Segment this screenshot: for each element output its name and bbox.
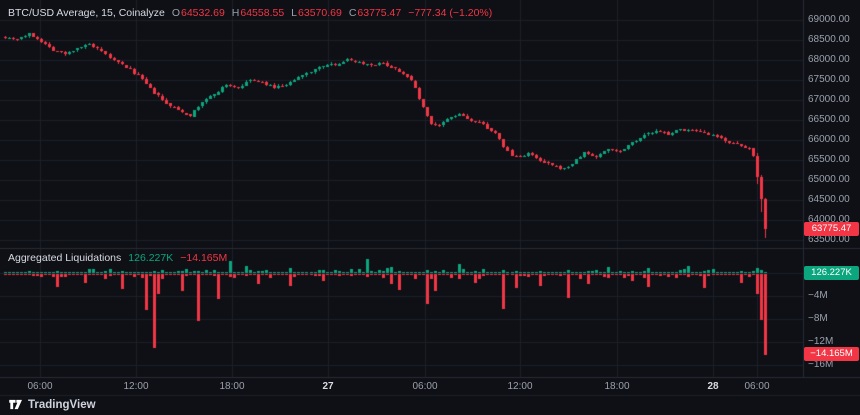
indicator-neg-value: −14.165M (180, 252, 228, 264)
symbol-title[interactable]: BTC/USD Average, 15, Coinalyze (8, 7, 165, 19)
ohlc-close: C 63775.47 (348, 7, 402, 19)
tradingview-watermark[interactable]: TradingView (8, 397, 96, 412)
change-value: −777.34 (−1.20%) (408, 7, 493, 19)
indicator-pos-value: 126.227K (128, 252, 174, 264)
last-price-label: 63775.47 (804, 222, 859, 236)
tradingview-brand-text: TradingView (28, 398, 96, 411)
ohlc-open: O 64532.69 (171, 7, 225, 19)
ohlc-high: H 64558.55 (231, 7, 285, 19)
symbol-legend[interactable]: BTC/USD Average, 15, Coinalyze O 64532.69… (8, 7, 492, 19)
indicator-title[interactable]: Aggregated Liquidations (8, 252, 122, 264)
liquidations-negative-label: −14.165M (804, 347, 859, 361)
liquidations-positive-label: 126.227K (804, 266, 859, 280)
tradingview-logo-icon (9, 399, 22, 410)
indicator-legend[interactable]: Aggregated Liquidations 126.227K −14.165… (8, 252, 227, 264)
ohlc-low: L 63570.69 (291, 7, 342, 19)
